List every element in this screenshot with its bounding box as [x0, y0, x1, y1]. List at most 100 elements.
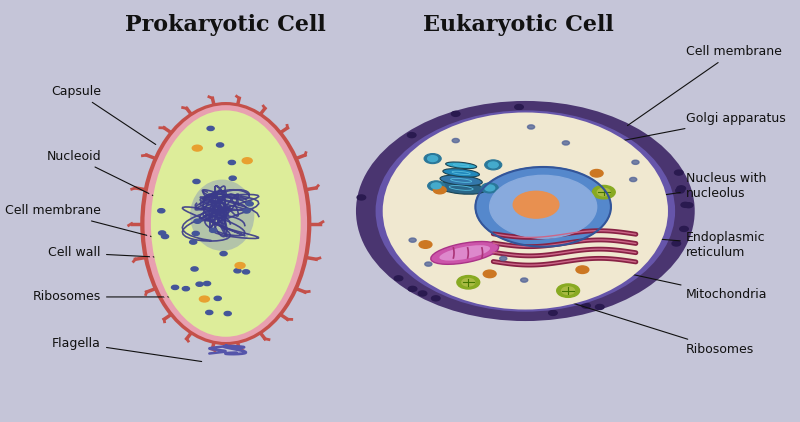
Circle shape — [408, 287, 417, 292]
Circle shape — [246, 202, 254, 206]
Circle shape — [171, 285, 178, 289]
Circle shape — [674, 170, 683, 175]
Circle shape — [457, 276, 480, 289]
Text: Nucleus with
nucleolus: Nucleus with nucleolus — [614, 172, 766, 202]
Circle shape — [483, 270, 496, 278]
Ellipse shape — [443, 169, 479, 177]
Circle shape — [490, 176, 597, 238]
Circle shape — [224, 311, 231, 316]
Circle shape — [514, 191, 559, 218]
Circle shape — [431, 296, 440, 301]
Circle shape — [242, 270, 250, 274]
Circle shape — [514, 105, 523, 110]
Circle shape — [207, 126, 214, 130]
Circle shape — [220, 252, 227, 256]
Circle shape — [632, 160, 639, 165]
Circle shape — [452, 138, 459, 143]
Text: Cell membrane: Cell membrane — [627, 45, 782, 126]
Text: Endoplasmic
reticulum: Endoplasmic reticulum — [599, 230, 766, 259]
Circle shape — [590, 170, 603, 177]
Circle shape — [182, 287, 190, 291]
Circle shape — [521, 278, 528, 282]
Ellipse shape — [382, 113, 668, 309]
Ellipse shape — [440, 175, 482, 186]
Circle shape — [681, 202, 690, 207]
Circle shape — [357, 195, 366, 200]
Circle shape — [451, 111, 460, 116]
Circle shape — [394, 276, 403, 281]
Circle shape — [672, 241, 681, 246]
Ellipse shape — [140, 102, 311, 345]
Text: Flagella: Flagella — [52, 337, 202, 362]
Circle shape — [158, 208, 165, 213]
Text: Capsule: Capsule — [51, 85, 156, 144]
Circle shape — [229, 176, 236, 180]
Circle shape — [194, 219, 201, 223]
Text: Cell wall: Cell wall — [49, 246, 155, 260]
Circle shape — [419, 241, 432, 248]
Circle shape — [409, 238, 416, 242]
Circle shape — [235, 262, 245, 268]
Circle shape — [203, 281, 210, 286]
Circle shape — [431, 183, 441, 189]
Circle shape — [582, 303, 590, 308]
Circle shape — [592, 185, 615, 199]
Text: Ribosomes: Ribosomes — [542, 294, 754, 356]
Circle shape — [193, 179, 200, 184]
Circle shape — [475, 167, 611, 246]
Circle shape — [428, 156, 438, 162]
Ellipse shape — [356, 101, 694, 321]
Circle shape — [684, 203, 693, 208]
Circle shape — [676, 188, 684, 193]
Ellipse shape — [446, 162, 477, 169]
Circle shape — [214, 296, 222, 300]
Circle shape — [595, 304, 604, 309]
Circle shape — [192, 145, 202, 151]
Circle shape — [562, 141, 570, 145]
Circle shape — [428, 181, 445, 191]
Circle shape — [243, 209, 250, 213]
Ellipse shape — [438, 181, 485, 194]
Ellipse shape — [375, 111, 675, 311]
Circle shape — [217, 143, 224, 147]
Circle shape — [500, 257, 507, 261]
Circle shape — [407, 133, 416, 138]
Text: Ribosomes: Ribosomes — [33, 290, 194, 303]
Circle shape — [557, 284, 579, 298]
Circle shape — [562, 287, 574, 295]
Ellipse shape — [439, 245, 490, 261]
Circle shape — [228, 160, 235, 165]
Circle shape — [485, 160, 502, 170]
Ellipse shape — [151, 111, 301, 337]
Circle shape — [598, 188, 610, 196]
Circle shape — [434, 186, 446, 194]
Text: Cell membrane: Cell membrane — [5, 205, 155, 238]
Ellipse shape — [430, 241, 498, 264]
Circle shape — [680, 227, 688, 231]
Circle shape — [527, 125, 534, 129]
Circle shape — [191, 267, 198, 271]
Circle shape — [462, 279, 474, 286]
Circle shape — [425, 262, 432, 266]
Circle shape — [630, 177, 637, 181]
Ellipse shape — [190, 179, 254, 251]
Circle shape — [234, 269, 241, 273]
Circle shape — [196, 282, 203, 286]
Circle shape — [162, 234, 169, 238]
Text: Golgi apparatus: Golgi apparatus — [489, 112, 786, 166]
Circle shape — [418, 291, 427, 296]
Circle shape — [481, 183, 498, 193]
Circle shape — [677, 186, 686, 191]
Circle shape — [206, 310, 213, 314]
Circle shape — [424, 154, 441, 164]
Circle shape — [242, 158, 252, 164]
Text: Mitochondria: Mitochondria — [506, 247, 767, 301]
Circle shape — [549, 310, 557, 315]
Circle shape — [485, 185, 494, 191]
Text: Prokaryotic Cell: Prokaryotic Cell — [126, 14, 326, 36]
Text: Eukaryotic Cell: Eukaryotic Cell — [423, 14, 614, 36]
Circle shape — [199, 296, 210, 302]
Circle shape — [192, 231, 199, 235]
Circle shape — [190, 240, 197, 244]
Circle shape — [576, 266, 589, 273]
